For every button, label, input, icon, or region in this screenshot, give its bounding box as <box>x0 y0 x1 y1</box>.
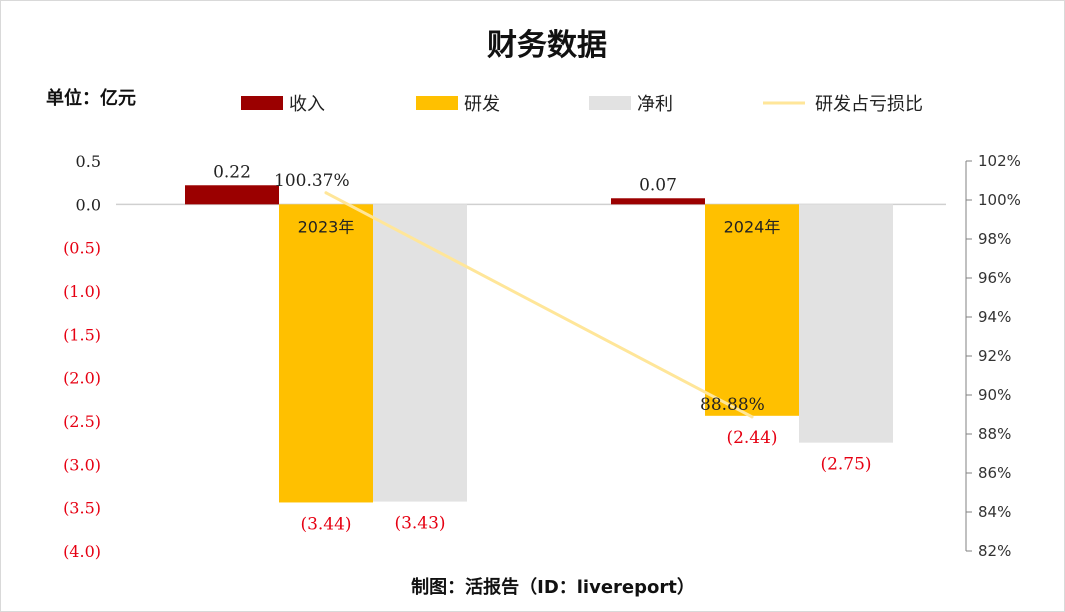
legend-label-1: 收入 <box>289 94 325 115</box>
footer-credit: 制图：活报告（ID：livereport） <box>411 576 695 598</box>
bars <box>185 185 893 503</box>
line-series-path <box>324 191 754 419</box>
unit-label: 单位：亿元 <box>46 87 136 109</box>
left-tick-label: (2.0) <box>63 369 101 388</box>
left-tick-label: (2.5) <box>63 412 101 431</box>
right-tick-label: 100% <box>978 191 1021 209</box>
right-tick-label: 84% <box>978 503 1011 521</box>
bar-3-2 <box>799 204 893 443</box>
left-tick-label: (1.0) <box>63 282 101 301</box>
left-tick-label: 0.5 <box>76 152 101 171</box>
right-tick-label: 92% <box>978 347 1011 365</box>
data-label-3-2: (2.75) <box>820 455 871 475</box>
right-tick-label: 96% <box>978 269 1011 287</box>
legend-swatch-1 <box>241 96 283 110</box>
line-layer <box>324 191 754 419</box>
data-label-2-2: (2.44) <box>726 428 777 448</box>
left-tick-label: (3.0) <box>63 455 101 474</box>
bar-1-2 <box>611 198 705 205</box>
left-tick-label: (0.5) <box>63 239 101 258</box>
legend-swatch-2 <box>416 96 458 110</box>
right-tick-label: 86% <box>978 464 1011 482</box>
category-label-2: 2024年 <box>724 217 781 236</box>
right-tick-label: 88% <box>978 425 1011 443</box>
bar-2-1 <box>279 204 373 503</box>
right-tick-label: 90% <box>978 386 1011 404</box>
line-point-1 <box>324 191 328 195</box>
legend-label-2: 研发 <box>464 94 500 115</box>
left-axis: 0.5 0.0 (0.5) (1.0) (1.5) (2.0) (2.5) (3.0) (3.5… <box>63 152 101 561</box>
legend-label-3: 净利 <box>637 94 673 115</box>
data-label-1-2: 0.07 <box>639 175 677 195</box>
data-label-3-1: (3.43) <box>394 514 445 534</box>
bar-2-2 <box>705 204 799 416</box>
line-point-2 <box>750 415 754 419</box>
data-label-2-1: (3.44) <box>300 514 351 534</box>
right-tick-label: 82% <box>978 542 1011 560</box>
line-label-2: 88.88% <box>700 395 765 415</box>
bar-1-1 <box>185 185 279 205</box>
right-tick-label: 102% <box>978 152 1021 170</box>
legend: 收入 研发 净利 研发占亏损比 <box>241 94 923 115</box>
labels: 0.22 (3.44) (3.43) 2023年 0.07 (2.44) (2.75) 202… <box>213 162 871 534</box>
left-tick-label: (4.0) <box>63 542 101 561</box>
bar-3-1 <box>373 204 467 502</box>
line-label-1: 100.37% <box>274 171 350 191</box>
right-tick-label: 94% <box>978 308 1011 326</box>
right-tick-label: 98% <box>978 230 1011 248</box>
category-label-1: 2023年 <box>298 217 355 236</box>
legend-label-line: 研发占亏损比 <box>815 94 923 115</box>
left-tick-label: (1.5) <box>63 325 101 344</box>
left-tick-label: (3.5) <box>63 499 101 518</box>
chart-title: 财务数据 <box>487 28 607 63</box>
data-label-1-1: 0.22 <box>213 162 251 182</box>
right-axis: 102% 100% 98% 96% 94% 92% 90% 88% 86% 84% 82% <box>965 152 1021 560</box>
left-tick-label: 0.0 <box>76 195 101 214</box>
legend-swatch-3 <box>589 96 631 110</box>
